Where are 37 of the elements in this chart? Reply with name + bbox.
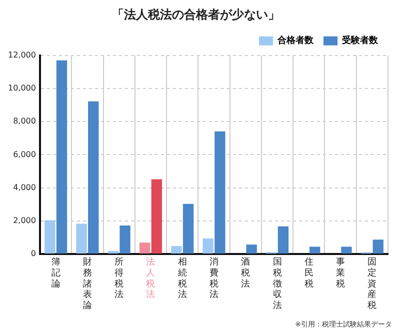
y-tick-label: 10,000 — [8, 84, 36, 93]
y-tick-label: 8,000 — [13, 116, 36, 126]
bar — [341, 246, 352, 254]
x-tick-label: 財務諸表論 — [82, 256, 92, 311]
x-tick-label: 消費税法 — [209, 256, 218, 300]
bar — [372, 240, 384, 254]
bar — [246, 244, 257, 254]
x-tick-label: 相続税法 — [176, 256, 187, 300]
chart-title: 「法人税法の合格者が少ない」 — [112, 7, 280, 22]
x-tick-label: 簿記論 — [51, 256, 60, 290]
legend-label: 受験者数 — [341, 35, 379, 46]
y-tick-label: 12,000 — [8, 50, 36, 60]
y-tick-label: 4,000 — [13, 182, 36, 192]
y-tick-label: 6,000 — [13, 150, 36, 159]
bar — [214, 131, 226, 254]
x-tick-label: 住民税 — [304, 256, 314, 290]
x-tick-label: 酒税法 — [241, 256, 250, 290]
bar — [139, 242, 150, 254]
bar — [171, 246, 182, 254]
x-tick-label: 法人税法 — [146, 256, 156, 300]
x-tick-label: 所得税法 — [114, 256, 124, 300]
legend-label: 合格者数 — [276, 35, 314, 46]
bar — [182, 204, 194, 254]
bar — [44, 220, 56, 254]
y-tick-label: 2,000 — [13, 216, 36, 225]
x-tick-label: 国税徴収法 — [272, 258, 282, 311]
bar — [310, 246, 320, 254]
bar — [76, 224, 87, 254]
y-tick-label: 0 — [30, 249, 36, 258]
bar — [120, 226, 130, 254]
bar — [202, 238, 214, 254]
x-tick-label: 固定資産税 — [368, 258, 377, 311]
bar — [151, 179, 162, 254]
bar — [56, 60, 68, 254]
bar — [278, 226, 289, 254]
x-tick-label: 事業税 — [336, 256, 346, 290]
bar — [88, 101, 99, 254]
